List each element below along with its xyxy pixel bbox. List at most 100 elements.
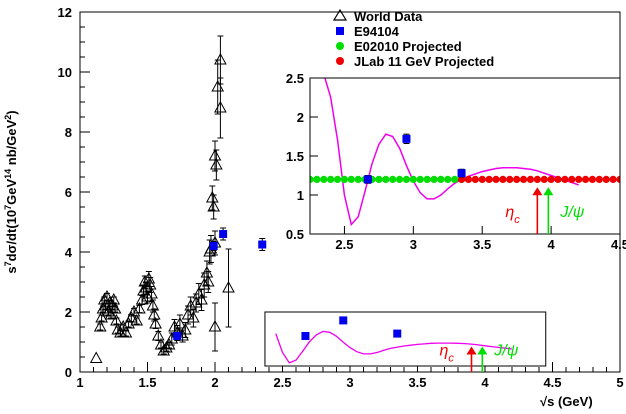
world-data-point (119, 325, 133, 338)
jpsi-label-main: J/ψ (493, 343, 518, 360)
jlab11-projected-point (526, 175, 535, 183)
world-data-point (141, 289, 154, 302)
y-tick-label: 8 (65, 125, 72, 140)
e02010-projected-point (382, 175, 390, 183)
y-axis-title: s7dσ/dt(107GeV14 nb/GeV2) (3, 110, 19, 273)
jpsi-arrow-main-head (477, 346, 488, 355)
jlab11-projected-point (595, 175, 603, 183)
world-data-point (145, 286, 158, 299)
world-data-point (214, 52, 227, 65)
x-axis-title: √s (GeV) (540, 394, 593, 409)
x-tick-label: 1.5 (138, 375, 156, 390)
jlab11-projected-point (478, 175, 486, 183)
world-data-point (106, 298, 119, 311)
world-data-point (135, 292, 149, 305)
world-data-point (149, 316, 162, 329)
world-data-point (104, 307, 118, 320)
inset-e94104-point (457, 169, 466, 178)
jlab11-projected-point (506, 175, 514, 183)
jlab11-projected-point (533, 175, 541, 183)
e02010-projected-point (416, 175, 424, 183)
world-data-point (95, 310, 108, 323)
e02010-projected-point (409, 175, 417, 183)
legend-label: World Data (354, 9, 423, 24)
world-data-point (201, 274, 215, 287)
e02010-projected-point (354, 175, 362, 183)
e02010-projected-point (423, 175, 431, 183)
eta-c-arrow-inset-head (532, 187, 543, 196)
jlab11-projected-point (540, 175, 548, 183)
jlab11-projected-point (588, 175, 597, 183)
world-data-point (208, 148, 222, 161)
world-data-point (130, 313, 144, 326)
x-tick-label: 3.5 (408, 375, 426, 390)
jlab11-projected-point (513, 175, 521, 183)
world-data-point (184, 298, 198, 311)
jlab11-projected-point (485, 175, 493, 183)
inset-x-tick-label: 3.5 (473, 237, 491, 252)
world-data-point (151, 328, 165, 341)
legend-marker-circle (336, 57, 344, 65)
world-data-point (187, 310, 200, 323)
y-tick-label: 10 (58, 65, 72, 80)
world-data-point (178, 322, 192, 335)
main-data-layer (89, 35, 267, 363)
legend-label: JLab 11 GeV Projected (354, 54, 494, 69)
inset-x-tick-label: 4.5 (611, 237, 626, 252)
jlab11-projected-point (581, 175, 590, 183)
jlab11-projected-point (492, 175, 500, 183)
legend-label: E02010 Projected (354, 39, 462, 54)
e02010-projected-point (444, 175, 452, 183)
world-data-point (195, 292, 208, 305)
annotations: ηc J/ψ ηc J/ψ (440, 187, 585, 372)
eta-c-arrow-main-head (466, 346, 477, 355)
inset-y-tick-label: 0.5 (286, 227, 304, 242)
world-data-point (214, 100, 227, 113)
world-data-point (89, 351, 103, 363)
world-data-point (143, 277, 157, 290)
inset-data-layer (310, 78, 620, 227)
e02010-projected-point (310, 175, 314, 183)
y-axis-title-text: s7dσ/dt(107GeV14 nb/GeV2) (3, 110, 19, 273)
world-data-point (108, 301, 122, 314)
e02010-projected-point (389, 175, 397, 183)
jlab11-projected-point (471, 175, 479, 183)
jlab11-projected-point (575, 175, 583, 183)
world-data-point (138, 274, 152, 287)
overlay-e94104-point (301, 332, 310, 340)
jlab11-projected-point (519, 175, 528, 183)
world-data-point (205, 190, 219, 203)
world-data-point (208, 319, 222, 332)
inset-y-tick-label: 2 (297, 110, 304, 125)
x-tick-label: 4 (481, 375, 489, 390)
e02010-projected-point (437, 175, 445, 183)
x-tick-label: 5 (616, 375, 623, 390)
world-data-point (210, 157, 223, 170)
world-data-point (133, 301, 146, 314)
y-tick-label: 6 (65, 185, 72, 200)
world-data-point (103, 295, 117, 308)
x-tick-label: 4.5 (543, 375, 561, 390)
legend-label: E94104 (354, 24, 400, 39)
e02010-projected-point (333, 175, 342, 183)
e02010-projected-point (313, 175, 321, 183)
inset-e94104-point (402, 134, 411, 143)
inset-x-tick-label: 3 (410, 237, 417, 252)
world-data-point (110, 313, 123, 326)
jlab11-projected-point (464, 175, 473, 183)
inset-x-tick-label: 2.5 (335, 237, 353, 252)
y-tick-label: 0 (65, 365, 72, 380)
inset-x-tick-label: 4 (547, 237, 555, 252)
x-tick-label: 3 (346, 375, 353, 390)
e02010-projected-point (347, 175, 355, 183)
e94104-point (219, 230, 228, 238)
e02010-projected-point (402, 175, 411, 183)
legend-marker-triangle (332, 8, 348, 21)
jlab11-projected-point (457, 175, 466, 183)
world-data-point (146, 298, 160, 311)
overlay-model-curve (275, 330, 513, 364)
x-tick-label: 2 (211, 375, 218, 390)
